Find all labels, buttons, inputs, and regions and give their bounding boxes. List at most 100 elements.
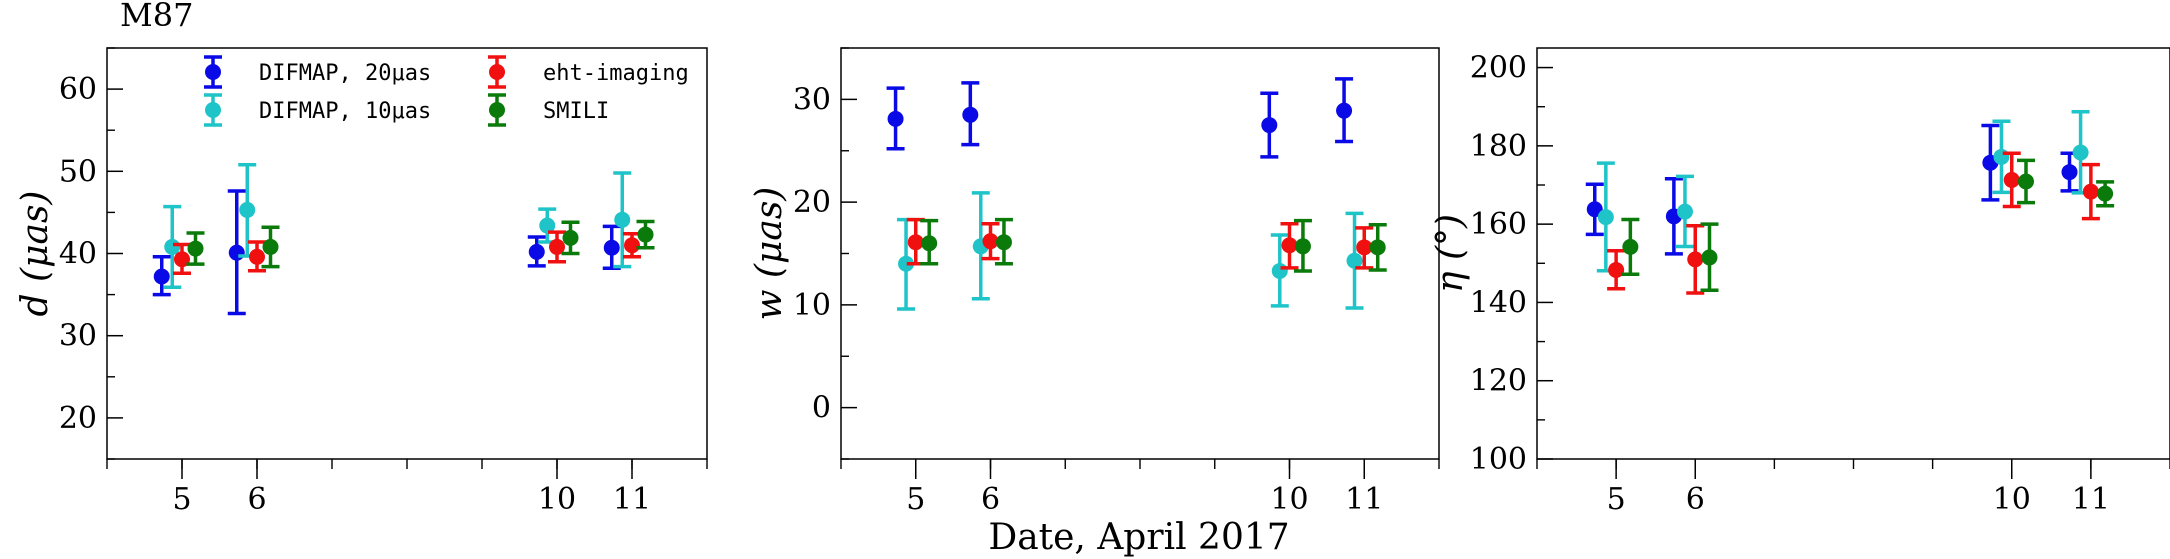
data-point xyxy=(1346,252,1363,269)
data-point xyxy=(624,237,640,254)
data-point xyxy=(898,255,915,272)
data-point xyxy=(239,201,256,218)
legend-marker-point xyxy=(489,102,505,118)
x-tick-label: 10 xyxy=(1270,482,1308,517)
data-point xyxy=(995,234,1012,251)
data-point xyxy=(1271,262,1288,279)
data-point xyxy=(637,226,654,243)
data-point xyxy=(153,268,170,285)
x-tick-label: 5 xyxy=(172,482,191,517)
data-point xyxy=(1261,117,1278,134)
data-point xyxy=(1586,201,1603,218)
data-point xyxy=(2072,144,2089,161)
y-tick-label: 200 xyxy=(1470,51,1527,86)
series-4 xyxy=(186,219,655,269)
data-point xyxy=(962,106,979,123)
data-point xyxy=(1701,249,1718,266)
data-point xyxy=(1356,239,1373,256)
data-point xyxy=(907,234,924,251)
series-3 xyxy=(906,217,1374,270)
legend-entry-4: SMILI xyxy=(488,93,609,127)
legend-label: eht-imaging xyxy=(543,61,689,86)
shared-xlabel: Date, April 2017 xyxy=(988,517,1289,558)
y-tick-label: 30 xyxy=(59,319,97,354)
legend-label: DIFMAP, 10μas xyxy=(259,99,431,124)
series-2 xyxy=(897,191,1364,311)
series-4 xyxy=(920,217,1387,273)
data-point xyxy=(262,238,279,255)
y-axis-label: η (°) xyxy=(1430,214,1471,293)
data-point xyxy=(1622,238,1639,255)
x-tick-label: 10 xyxy=(538,482,576,517)
x-tick-label: 11 xyxy=(2072,482,2110,517)
data-point xyxy=(1336,102,1353,119)
data-point xyxy=(1597,209,1614,226)
data-point xyxy=(1369,239,1386,256)
data-point xyxy=(228,244,245,261)
data-point xyxy=(1294,238,1311,255)
legend-marker-point xyxy=(489,64,505,80)
x-tick-label: 6 xyxy=(1686,482,1705,517)
y-axis-label: d (μas) xyxy=(15,191,56,317)
legend: DIFMAP, 20μas DIFMAP, 10μas eht-imaging SMI… xyxy=(204,55,689,127)
x-tick-label: 10 xyxy=(1993,482,2031,517)
x-tick-label: 5 xyxy=(1607,482,1626,517)
data-point xyxy=(2017,173,2034,190)
data-point xyxy=(603,239,620,256)
data-point xyxy=(982,233,999,250)
y-tick-label: 100 xyxy=(1470,442,1527,477)
data-point xyxy=(562,229,579,246)
series-1 xyxy=(152,189,621,316)
legend-entry-1: DIFMAP, 20μas xyxy=(204,55,431,89)
panel-3: 5 6 10 11 100 120 140 160 180 200 η (°) xyxy=(1430,47,2170,517)
y-tick-label: 140 xyxy=(1470,285,1527,320)
y-tick-label: 20 xyxy=(59,401,97,436)
x-tick-label: 11 xyxy=(1345,482,1383,517)
data-point xyxy=(1281,237,1298,254)
series-1 xyxy=(886,77,1354,159)
data-point xyxy=(549,238,565,255)
data-point xyxy=(1993,148,2010,165)
data-point xyxy=(887,110,904,127)
data-point xyxy=(1687,251,1704,268)
y-tick-label: 160 xyxy=(1470,207,1527,242)
x-tick-label: 6 xyxy=(981,482,1000,517)
y-tick-label: 120 xyxy=(1470,364,1527,399)
series-3 xyxy=(173,230,641,275)
y-tick-label: 30 xyxy=(793,82,831,117)
data-point xyxy=(174,251,190,268)
x-tick-label: 6 xyxy=(247,482,266,517)
legend-label: DIFMAP, 20μas xyxy=(259,61,431,86)
data-point xyxy=(2082,183,2099,200)
data-point xyxy=(539,217,556,234)
y-tick-label: 10 xyxy=(793,288,831,323)
series-2 xyxy=(163,162,632,289)
data-point xyxy=(2097,185,2114,202)
y-tick-label: 0 xyxy=(812,391,831,426)
data-point xyxy=(1608,261,1625,278)
legend-marker-point xyxy=(205,102,221,118)
x-tick-label: 11 xyxy=(613,482,651,517)
series-4 xyxy=(1621,158,2115,293)
source-label: M87 xyxy=(120,0,193,34)
data-point xyxy=(614,211,631,228)
legend-entry-3: eht-imaging xyxy=(488,55,689,89)
y-tick-label: 50 xyxy=(59,154,97,189)
series-1 xyxy=(1585,123,2079,256)
data-point xyxy=(921,235,938,252)
panel-2: 5 6 10 11 0 10 20 30 w (μas) xyxy=(749,47,1440,517)
data-point xyxy=(2003,171,2020,188)
data-point xyxy=(1676,203,1693,220)
y-tick-label: 60 xyxy=(59,72,97,107)
data-point xyxy=(249,248,265,265)
series-2 xyxy=(1596,110,2090,273)
data-point xyxy=(528,243,545,260)
x-tick-label: 5 xyxy=(906,482,925,517)
y-tick-label: 20 xyxy=(793,185,831,220)
series-3 xyxy=(1607,151,2100,295)
data-point xyxy=(187,240,204,257)
y-tick-label: 180 xyxy=(1470,129,1527,164)
legend-entry-2: DIFMAP, 10μas xyxy=(204,93,431,127)
legend-label: SMILI xyxy=(543,99,609,124)
